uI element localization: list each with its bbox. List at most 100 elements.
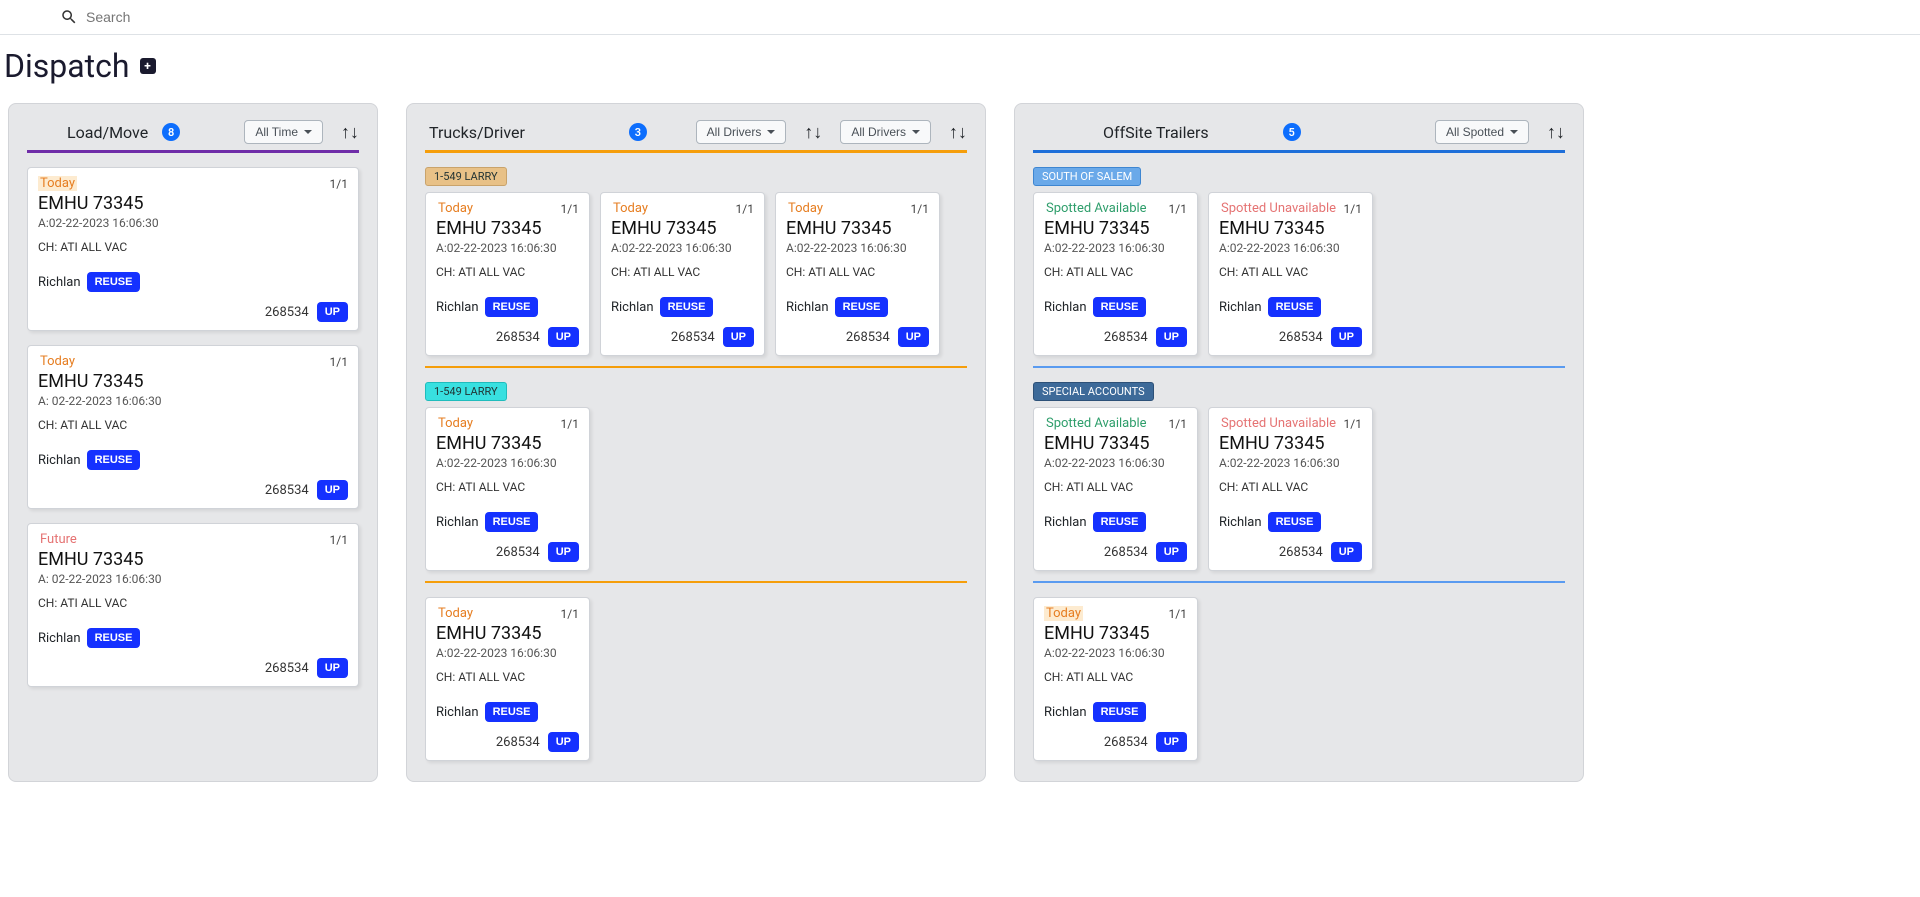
reuse-button[interactable]: REUSE: [87, 628, 141, 648]
reuse-button[interactable]: REUSE: [87, 272, 141, 292]
group-label[interactable]: SOUTH OF SALEM: [1033, 167, 1141, 186]
up-button[interactable]: UP: [548, 732, 579, 752]
dispatch-card[interactable]: Today1/1EMHU 73345A:02-22-2023 16:06:30C…: [1033, 597, 1198, 761]
card-top: Spotted Available1/1: [1044, 416, 1187, 431]
group-label[interactable]: SPECIAL ACCOUNTS: [1033, 382, 1154, 401]
destination: Richlan: [436, 300, 479, 315]
dispatch-card[interactable]: Today1/1EMHU 73345A:02-22-2023 16:06:30C…: [425, 192, 590, 356]
caret-down-icon: [767, 130, 775, 134]
sort-icon[interactable]: ↑↓: [1547, 122, 1565, 143]
card-title: EMHU 73345: [436, 433, 579, 454]
dispatch-card[interactable]: Spotted Unavailable1/1EMHU 73345A:02-22-…: [1208, 192, 1373, 356]
reuse-button[interactable]: REUSE: [485, 702, 539, 722]
sort-icon[interactable]: ↑↓: [804, 122, 822, 143]
dispatch-card[interactable]: Today1/1EMHU 73345A:02-22-2023 16:06:30C…: [425, 597, 590, 761]
group-list: SOUTH OF SALEMSpotted Available1/1EMHU 7…: [1033, 153, 1565, 761]
destination: Richlan: [1219, 300, 1262, 315]
filter-time-dropdown[interactable]: All Time: [244, 120, 323, 144]
card-top: Today1/1: [436, 201, 579, 216]
status-tag: Today: [38, 176, 77, 191]
card-top: Today1/1: [436, 416, 579, 431]
up-button[interactable]: UP: [548, 542, 579, 562]
reference-number: 268534: [496, 545, 540, 560]
ratio: 1/1: [561, 607, 579, 621]
reference-number: 268534: [265, 661, 309, 676]
group-rule: [1033, 366, 1565, 368]
card-foot: 268534UP: [1044, 726, 1187, 760]
filter-drivers-dropdown-2[interactable]: All Drivers: [840, 120, 931, 144]
card-foot: 268534UP: [38, 474, 348, 508]
card-title: EMHU 73345: [38, 193, 348, 214]
dropdown-label: All Drivers: [851, 125, 906, 139]
up-button[interactable]: UP: [1331, 542, 1362, 562]
group-label[interactable]: 1-549 LARRY: [425, 382, 507, 401]
filter-spotted-dropdown[interactable]: All Spotted: [1435, 120, 1529, 144]
reuse-button[interactable]: REUSE: [660, 297, 714, 317]
reuse-button[interactable]: REUSE: [835, 297, 889, 317]
card-subtitle: A:02-22-2023 16:06:30: [38, 216, 348, 230]
card-line: CH: ATI ALL VAC: [1044, 670, 1187, 684]
card-foot: 268534UP: [436, 321, 579, 355]
up-button[interactable]: UP: [898, 327, 929, 347]
card-mid: RichlanREUSE: [1219, 512, 1362, 532]
card-title: EMHU 73345: [1044, 623, 1187, 644]
up-button[interactable]: UP: [317, 302, 348, 322]
reuse-button[interactable]: REUSE: [1268, 512, 1322, 532]
column-load-move: Load/Move 8 All Time ↑↓ Today1/1EMHU 733…: [8, 103, 378, 782]
reuse-button[interactable]: REUSE: [1093, 702, 1147, 722]
up-button[interactable]: UP: [1331, 327, 1362, 347]
up-button[interactable]: UP: [1156, 542, 1187, 562]
up-button[interactable]: UP: [548, 327, 579, 347]
card-title: EMHU 73345: [38, 549, 348, 570]
reuse-button[interactable]: REUSE: [485, 512, 539, 532]
ratio: 1/1: [1169, 607, 1187, 621]
dispatch-card[interactable]: Today1/1EMHU 73345A:02-22-2023 16:06:30C…: [775, 192, 940, 356]
dispatch-card[interactable]: Future1/1EMHU 73345A: 02-22-2023 16:06:3…: [27, 523, 359, 687]
reuse-button[interactable]: REUSE: [1093, 512, 1147, 532]
reference-number: 268534: [1104, 330, 1148, 345]
add-dispatch-button[interactable]: +: [140, 58, 156, 74]
status-tag: Today: [38, 354, 77, 369]
dispatch-card[interactable]: Today1/1EMHU 73345A:02-22-2023 16:06:30C…: [425, 407, 590, 571]
search-input[interactable]: [86, 9, 386, 25]
column-title: Trucks/Driver: [429, 123, 525, 142]
count-badge: 3: [629, 123, 647, 141]
dispatch-card[interactable]: Spotted Available1/1EMHU 73345A:02-22-20…: [1033, 407, 1198, 571]
card-subtitle: A:02-22-2023 16:06:30: [786, 241, 929, 255]
up-button[interactable]: UP: [317, 658, 348, 678]
reuse-button[interactable]: REUSE: [485, 297, 539, 317]
dispatch-card[interactable]: Today1/1EMHU 73345A:02-22-2023 16:06:30C…: [27, 167, 359, 331]
group-list: 1-549 LARRYToday1/1EMHU 73345A:02-22-202…: [425, 153, 967, 761]
reuse-button[interactable]: REUSE: [1093, 297, 1147, 317]
card-line: CH: ATI ALL VAC: [611, 265, 754, 279]
card-foot: 268534UP: [786, 321, 929, 355]
card-foot: 268534UP: [1219, 536, 1362, 570]
card-top: Today1/1: [38, 176, 348, 191]
card-foot: 268534 UP: [436, 536, 579, 570]
dispatch-card[interactable]: Spotted Available1/1EMHU 73345A:02-22-20…: [1033, 192, 1198, 356]
up-button[interactable]: UP: [317, 480, 348, 500]
up-button[interactable]: UP: [723, 327, 754, 347]
destination: Richlan: [1044, 705, 1087, 720]
group-label[interactable]: 1-549 LARRY: [425, 167, 507, 186]
card-top: Spotted Available1/1: [1044, 201, 1187, 216]
sort-icon[interactable]: ↑↓: [949, 122, 967, 143]
card-top: Future1/1: [38, 532, 348, 547]
up-button[interactable]: UP: [1156, 327, 1187, 347]
destination: Richlan: [786, 300, 829, 315]
filter-drivers-dropdown-1[interactable]: All Drivers: [696, 120, 787, 144]
destination: Richlan: [38, 453, 81, 468]
count-badge: 8: [162, 123, 180, 141]
reuse-button[interactable]: REUSE: [1268, 297, 1322, 317]
search-icon: [60, 8, 78, 26]
reuse-button[interactable]: REUSE: [87, 450, 141, 470]
card-top: Spotted Unavailable1/1: [1219, 416, 1362, 431]
dispatch-card[interactable]: Today1/1EMHU 73345A: 02-22-2023 16:06:30…: [27, 345, 359, 509]
card-line: CH: ATI ALL VAC: [436, 480, 579, 494]
sort-icon[interactable]: ↑↓: [341, 122, 359, 143]
column-header: Trucks/Driver 3 All Drivers ↑↓ All Drive…: [425, 120, 967, 144]
card-title: EMHU 73345: [1044, 218, 1187, 239]
dispatch-card[interactable]: Today1/1EMHU 73345A:02-22-2023 16:06:30C…: [600, 192, 765, 356]
dispatch-card[interactable]: Spotted Unavailable1/1EMHU 73345A:02-22-…: [1208, 407, 1373, 571]
up-button[interactable]: UP: [1156, 732, 1187, 752]
